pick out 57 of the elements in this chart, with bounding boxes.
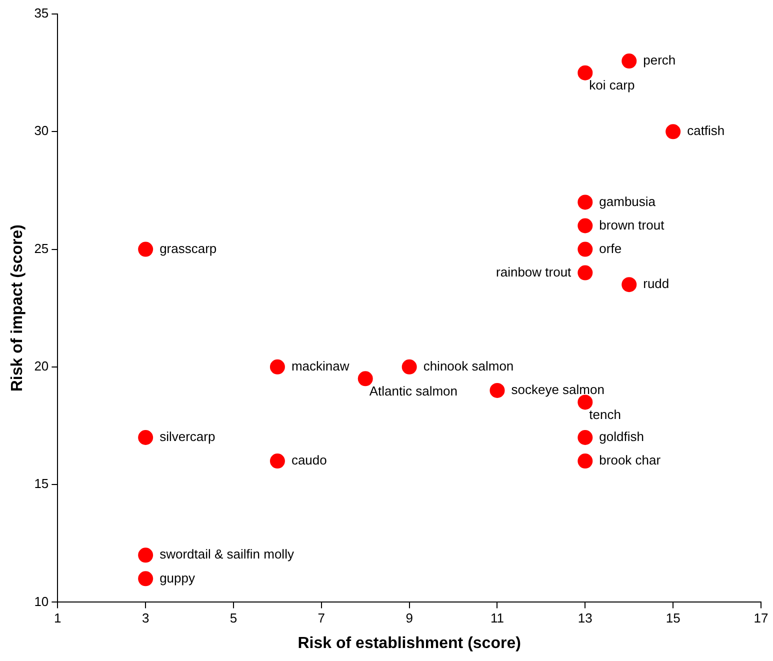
y-tick-label: 35 [34, 6, 49, 21]
point [578, 194, 593, 210]
annotation: koi carp [589, 77, 635, 92]
point [270, 454, 285, 469]
x-tick-label: 11 [490, 610, 504, 626]
x-axis-title: Risk of establishment (score) [298, 634, 521, 652]
y-tick-label: 25 [34, 240, 49, 256]
annotation: rainbow trout [496, 264, 572, 280]
annotation: tench [589, 406, 621, 422]
annotation: swordtail & sailfin molly [160, 546, 294, 562]
point [402, 359, 417, 374]
x-tick-label: 17 [754, 610, 768, 626]
annotation: brook char [599, 452, 662, 468]
annotation: brown trout [599, 217, 665, 232]
annotation: mackinaw [291, 358, 350, 374]
annotation: perch [643, 52, 676, 68]
y-tick-label: 30 [34, 123, 49, 138]
y-tick-label: 10 [34, 594, 49, 609]
point [578, 65, 593, 80]
x-tick-label: 1 [54, 610, 62, 626]
x-tick-label: 13 [578, 610, 592, 626]
point [490, 382, 505, 398]
x-tick-label: 7 [318, 610, 326, 626]
x-tick-label: 9 [406, 610, 413, 626]
annotation: caudo [291, 452, 327, 468]
annotation: silvercarp [160, 429, 216, 444]
annotation: goldfish [599, 429, 644, 444]
point [578, 218, 593, 234]
annotation: guppy [160, 570, 196, 586]
point [578, 394, 593, 410]
point [270, 359, 285, 374]
point [578, 430, 593, 446]
point [622, 54, 637, 69]
point [578, 454, 593, 469]
annotation: gambusia [599, 194, 656, 209]
y-axis-title: Risk of impact (score) [9, 224, 26, 392]
point [666, 124, 681, 140]
point [138, 571, 154, 586]
point [138, 430, 154, 446]
annotation: grasscarp [160, 240, 217, 256]
annotation: orfe [599, 240, 622, 256]
point [578, 242, 593, 257]
x-tick-label: 5 [230, 610, 238, 626]
annotation: sockeye salmon [511, 382, 604, 398]
annotation: catfish [687, 123, 725, 138]
point [358, 371, 373, 386]
y-tick-label: 15 [34, 476, 49, 492]
point [138, 548, 154, 563]
annotation: rudd [643, 276, 670, 292]
point [622, 277, 637, 292]
annotation: chinook salmon [423, 358, 514, 374]
x-tick-label: 15 [666, 610, 680, 626]
point [578, 265, 593, 280]
x-tick-label: 3 [142, 610, 150, 626]
y-tick-label: 20 [34, 358, 49, 374]
annotation: Atlantic salmon [369, 383, 458, 398]
point [138, 242, 154, 257]
